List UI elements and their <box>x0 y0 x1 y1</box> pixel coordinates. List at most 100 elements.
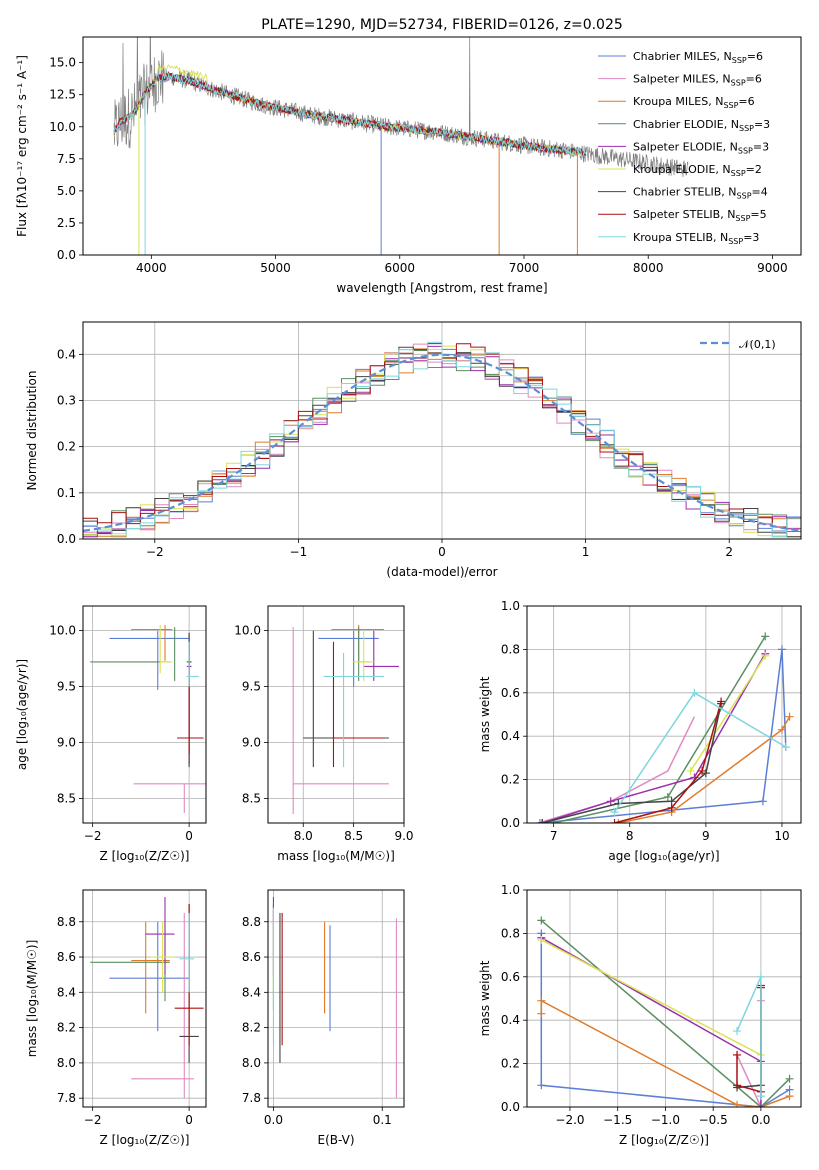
weight-marker-7 <box>698 766 707 775</box>
weight-marker-8 <box>610 808 619 817</box>
x-tick-label: 8000 <box>633 261 664 275</box>
y-tick-label: 0.6 <box>501 970 520 984</box>
legend-label-suffix: =6 <box>746 73 762 86</box>
y-tick-label: 12.5 <box>49 88 76 102</box>
x-tick-label: −1.0 <box>651 1113 680 1127</box>
chart-Z-mass: −2 0 7.8 8.0 8.2 8.4 8.6 8.8 Z [log₁₀(Z/Z☉)] mass… <box>25 889 207 1147</box>
x-tick-label: 10 <box>774 829 789 843</box>
weight-line-7 <box>614 701 722 823</box>
weight-line-7 <box>736 985 762 1093</box>
legend-label-sub: SSP <box>728 237 743 246</box>
weight-marker-3 <box>761 632 770 641</box>
x-tick-label: −0.5 <box>699 1113 728 1127</box>
y-axis-label: mass weight <box>478 676 492 752</box>
weight-line-5 <box>540 939 762 1056</box>
x-tick-label: 8 <box>626 829 634 843</box>
weight-marker-0 <box>535 819 544 823</box>
legend-label-main: Salpeter STELIB, N <box>633 208 735 221</box>
weight-marker-5 <box>686 766 695 775</box>
x-tick-label: 9000 <box>757 261 788 275</box>
x-tick-label: −2.0 <box>555 1113 584 1127</box>
y-tick-label: 9.5 <box>57 680 76 694</box>
weight-marker-2 <box>785 1092 794 1101</box>
plot-area <box>83 341 801 538</box>
axes-frame <box>82 321 802 540</box>
legend-label: Kroupa ELODIE, NSSP=2 <box>633 163 762 178</box>
weight-marker-8 <box>756 1092 765 1101</box>
weight-marker-0 <box>777 645 786 654</box>
chart-residuals: −2 −1 0 1 2 0.0 0.1 0.2 0.3 0.4 (data-model)/error… <box>25 321 802 579</box>
x-axis-label: Z [log₁₀(Z/Z☉)] <box>100 1133 190 1147</box>
legend-label-suffix: =6 <box>738 95 754 108</box>
y-tick-label: 0.8 <box>501 926 520 940</box>
x-tick-label: −2 <box>84 1113 102 1127</box>
weight-line-0 <box>539 649 787 823</box>
weight-marker-8 <box>690 688 699 697</box>
y-tick-label: 0.4 <box>501 729 520 743</box>
x-axis-label: mass [log₁₀(M/M☉)] <box>277 849 395 863</box>
legend-label-sub: SSP <box>739 124 754 133</box>
weight-line-8 <box>613 691 787 813</box>
weight-marker-4 <box>606 797 615 806</box>
plot-area <box>272 897 397 1099</box>
y-axis-label: mass weight <box>478 960 492 1036</box>
grid <box>268 890 404 1107</box>
x-tick-label: −1 <box>290 545 308 559</box>
x-tick-label: 1 <box>582 545 590 559</box>
y-tick-label: 10.0 <box>49 624 76 638</box>
y-tick-label: 9.5 <box>242 680 261 694</box>
y-tick-label: 8.4 <box>57 985 76 999</box>
weight-marker-2 <box>777 725 786 734</box>
legend-label-suffix: =3 <box>753 140 769 153</box>
y-axis-label: Normed distribution <box>25 371 39 491</box>
legend-label-sub: SSP <box>731 79 746 88</box>
plot-area <box>537 916 794 1107</box>
model-spectrum-7 <box>113 71 587 157</box>
legend-label: Salpeter ELODIE, NSSP=3 <box>633 140 769 155</box>
legend-label: Chabrier ELODIE, NSSP=3 <box>633 118 770 133</box>
x-tick-label: −2 <box>84 829 102 843</box>
legend-label: Kroupa STELIB, NSSP=3 <box>633 231 759 246</box>
weight-marker-2 <box>614 819 623 823</box>
x-tick-label: 7 <box>550 829 558 843</box>
plot-area <box>535 632 794 823</box>
x-axis-label: E(B-V) <box>317 1133 354 1147</box>
axes-frame <box>82 605 207 824</box>
y-tick-label: 0.6 <box>501 686 520 700</box>
weight-marker-5 <box>537 935 546 944</box>
y-tick-label: 8.5 <box>57 791 76 805</box>
legend-label-main: Chabrier MILES, N <box>633 50 732 63</box>
weight-marker-4 <box>756 1103 765 1107</box>
y-axis-label: age [log₁₀(age/yr)] <box>15 659 29 770</box>
y-tick-label: 0.0 <box>57 248 76 262</box>
weight-marker-7 <box>717 697 726 706</box>
weight-marker-3 <box>785 1074 794 1083</box>
x-tick-label: 8.0 <box>294 829 313 843</box>
axes-frame <box>82 36 802 256</box>
y-tick-label: 15.0 <box>49 56 76 70</box>
x-axis-label: Z [log₁₀(Z/Z☉)] <box>100 849 190 863</box>
x-tick-label: 7000 <box>509 261 540 275</box>
weight-marker-2 <box>537 996 546 1005</box>
weight-marker-2 <box>733 1100 742 1107</box>
y-tick-label: 2.5 <box>57 216 76 230</box>
plot-area <box>90 625 206 813</box>
legend-label-suffix: =4 <box>752 186 768 199</box>
legend-label: Kroupa MILES, NSSP=6 <box>633 95 755 110</box>
legend-label-suffix: =2 <box>746 163 762 176</box>
y-tick-label: 1.0 <box>501 599 520 613</box>
chart-Z-age: −2 0 8.5 9.0 9.5 10.0 Z [log₁₀(Z/Z☉)] age [log₁… <box>15 605 207 863</box>
chart-Z-weight: −2.0 −1.5 −1.0 −0.5 0.0 0.0 0.2 0.4 0.6 0.8 1.0 Z [… <box>478 883 802 1147</box>
grid <box>83 890 206 1107</box>
y-tick-label: 0.8 <box>501 642 520 656</box>
weight-marker-7 <box>733 1081 742 1090</box>
axes-frame <box>267 889 405 1108</box>
weight-line-3 <box>553 636 766 823</box>
y-tick-label: 8.0 <box>242 1056 261 1070</box>
y-tick-label: 8.8 <box>242 915 261 929</box>
legend-label-suffix: =5 <box>750 208 766 221</box>
weight-marker-7 <box>733 1050 742 1059</box>
weight-line-3 <box>540 919 791 1107</box>
emission-line <box>468 37 471 134</box>
